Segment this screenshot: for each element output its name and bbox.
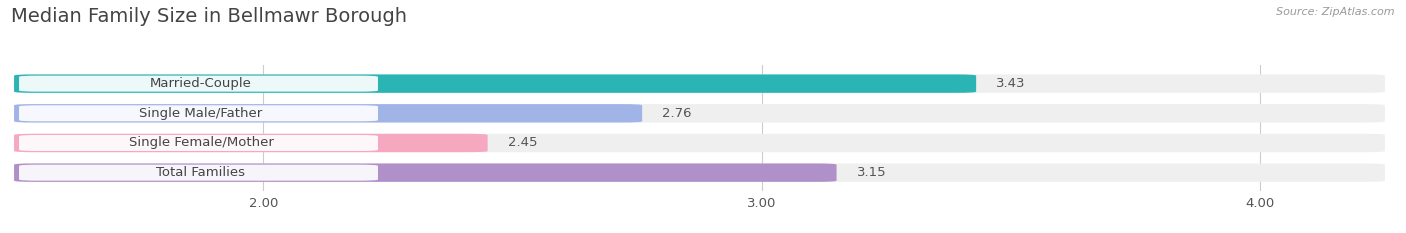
- Text: 2.76: 2.76: [662, 107, 692, 120]
- FancyBboxPatch shape: [14, 104, 1385, 123]
- FancyBboxPatch shape: [14, 104, 643, 123]
- Text: Single Female/Mother: Single Female/Mother: [128, 137, 273, 150]
- Text: Married-Couple: Married-Couple: [150, 77, 252, 90]
- FancyBboxPatch shape: [20, 105, 378, 121]
- FancyBboxPatch shape: [14, 74, 976, 93]
- Text: 3.15: 3.15: [856, 166, 886, 179]
- FancyBboxPatch shape: [14, 164, 837, 182]
- FancyBboxPatch shape: [20, 165, 378, 181]
- Text: Single Male/Father: Single Male/Father: [139, 107, 263, 120]
- FancyBboxPatch shape: [20, 135, 378, 151]
- Text: 2.45: 2.45: [508, 137, 537, 150]
- FancyBboxPatch shape: [20, 76, 378, 92]
- Text: Total Families: Total Families: [156, 166, 246, 179]
- Text: 3.43: 3.43: [995, 77, 1025, 90]
- Text: Median Family Size in Bellmawr Borough: Median Family Size in Bellmawr Borough: [11, 7, 408, 26]
- FancyBboxPatch shape: [14, 134, 1385, 152]
- Text: Source: ZipAtlas.com: Source: ZipAtlas.com: [1277, 7, 1395, 17]
- FancyBboxPatch shape: [14, 74, 1385, 93]
- FancyBboxPatch shape: [14, 164, 1385, 182]
- FancyBboxPatch shape: [14, 134, 488, 152]
